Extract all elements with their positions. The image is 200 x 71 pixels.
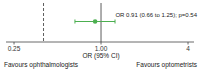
- null-line: [101, 3, 102, 42]
- x-axis: [6, 42, 194, 43]
- x-tick-label: 4: [186, 45, 190, 52]
- x-label: OR (95% CI): [82, 52, 119, 60]
- plot-area: [44, 3, 116, 42]
- ci-cap-low: [74, 20, 75, 24]
- margin-line: [43, 3, 44, 42]
- annotation: OR 0.91 (0.66 to 1.25); p=0.54: [115, 12, 197, 18]
- favours-left: Favours ophthalmologists: [4, 61, 79, 69]
- x-tick-label: 1.00: [95, 45, 108, 52]
- point-estimate: [93, 19, 98, 24]
- favours-right: Favours optometrists: [136, 61, 197, 69]
- ci-cap-high: [115, 20, 116, 24]
- x-tick-label: 0.25: [8, 45, 21, 52]
- forest-plot: 0.25 1.00 4 OR 0.91 (0.66 to 1.25); p=0.54 O…: [0, 0, 200, 71]
